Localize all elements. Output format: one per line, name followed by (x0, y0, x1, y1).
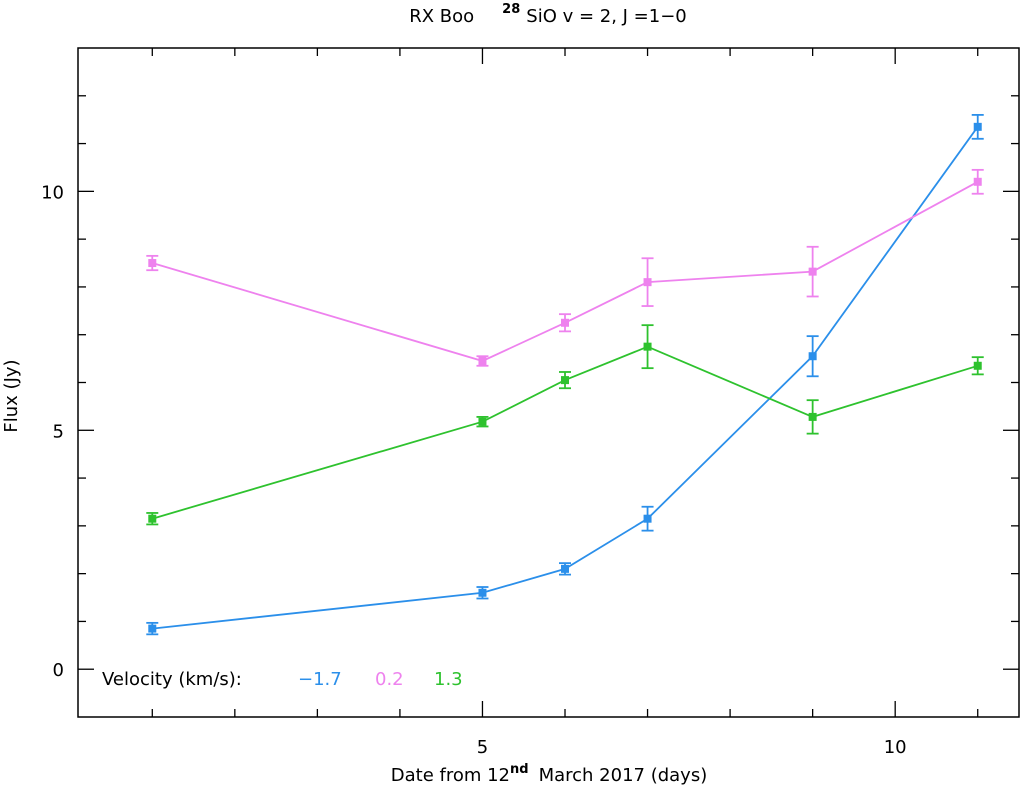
data-point (478, 588, 487, 597)
series-line (152, 126, 979, 630)
series-layer (146, 114, 984, 636)
legend: Velocity (km/s): −1.7 0.2 1.3 (102, 669, 463, 690)
data-point (561, 318, 570, 327)
legend-title: Velocity (km/s): (102, 669, 242, 690)
plot-border (77, 47, 1020, 718)
data-point (148, 514, 157, 523)
legend-entry-0: −1.7 (298, 669, 342, 690)
data-point (561, 564, 570, 573)
data-point (808, 412, 817, 421)
chart-title: RX Boo 28 SiO v = 2, J =1−0 (409, 2, 687, 27)
series-2 (146, 324, 984, 526)
data-point (808, 267, 817, 276)
x-axis-label-suffix: March 2017 (days) (539, 765, 708, 786)
data-point (561, 376, 570, 385)
x-axis-label-superscript: nd (510, 762, 529, 777)
x-axis-label: Date from 12nd March 2017 (days) (391, 762, 707, 786)
x-tick-label: 5 (477, 737, 488, 758)
series-line (152, 181, 979, 362)
data-point (808, 352, 817, 361)
series-0 (146, 114, 984, 636)
data-point (478, 417, 487, 426)
legend-entry-2: 1.3 (434, 669, 463, 690)
data-point (148, 259, 157, 268)
data-point (973, 361, 982, 370)
y-tick-label: 5 (53, 421, 64, 442)
data-point (643, 278, 652, 287)
y-tick-label: 0 (53, 660, 64, 681)
title-main: SiO v = 2, J =1−0 (526, 6, 687, 27)
title-isotope: 28 (502, 2, 520, 17)
x-axis-label-prefix: Date from 12 (391, 765, 510, 786)
y-axis-label: Flux (Jy) (1, 359, 22, 432)
y-tick-label: 10 (41, 182, 64, 203)
series-1 (146, 168, 984, 367)
legend-entry-1: 0.2 (375, 669, 404, 690)
data-point (643, 514, 652, 523)
title-prefix: RX Boo (409, 6, 474, 27)
data-point (973, 177, 982, 186)
plot-frame (77, 47, 1020, 718)
data-point (478, 356, 487, 365)
x-tick-label: 10 (884, 737, 907, 758)
data-point (973, 122, 982, 131)
data-point (148, 624, 157, 633)
series-line (152, 345, 978, 520)
data-point (643, 342, 652, 351)
axis-ticks (78, 48, 1019, 717)
axis-tick-labels: 5 10 0 5 10 (41, 182, 907, 758)
